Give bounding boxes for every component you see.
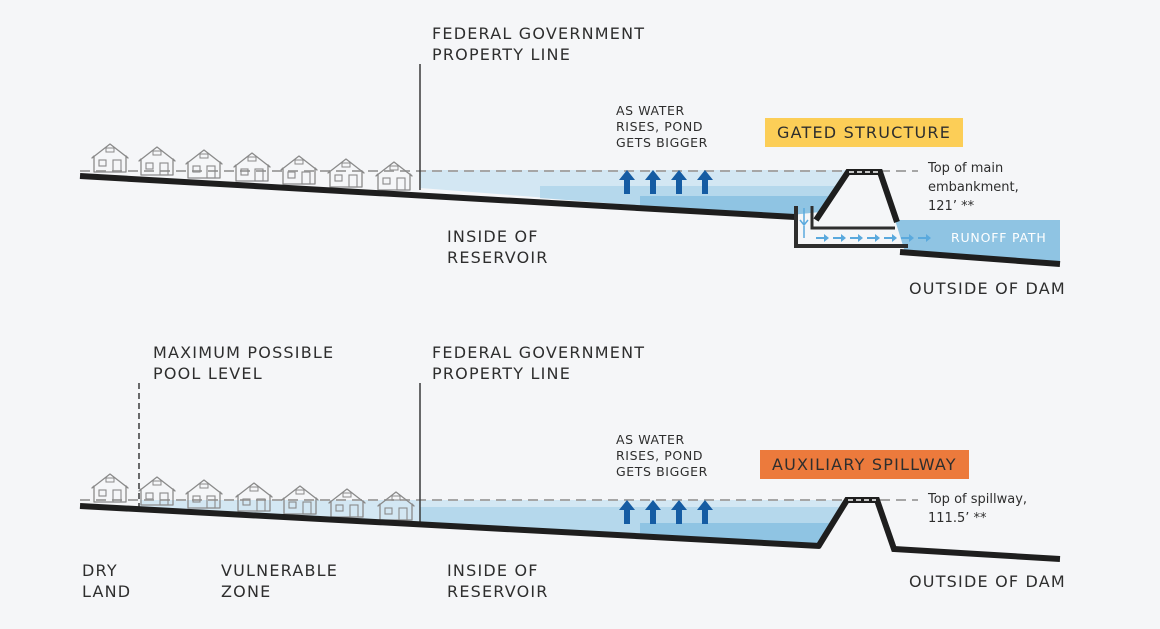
water-note-top: AS WATER RISES, POND GETS BIGGER — [616, 103, 708, 150]
runoff-water — [895, 220, 1060, 262]
ground-line-bottom — [79, 503, 821, 549]
house-icon — [327, 158, 365, 188]
bottom-panel — [79, 383, 1061, 562]
gated-structure-badge: GATED STRUCTURE — [765, 118, 964, 147]
house-icon — [185, 149, 223, 179]
outside-dam-label-top: OUTSIDE OF DAM — [909, 279, 1066, 298]
water-note-bottom: AS WATER RISES, POND GETS BIGGER — [616, 432, 708, 479]
reservoir-water-top-deep — [640, 196, 831, 216]
outlet-pipe-inner — [810, 206, 895, 230]
pipe-flow-arrows — [799, 208, 931, 242]
arrow-right-icon — [867, 234, 880, 242]
auxiliary-spillway-badge: AUXILIARY SPILLWAY — [760, 450, 969, 479]
arrow-right-icon — [850, 234, 863, 242]
inside-reservoir-label-bottom: INSIDE OF RESERVOIR — [447, 561, 549, 601]
top-panel — [79, 64, 1061, 267]
arrow-right-icon — [833, 234, 846, 242]
outside-dam-label-bottom: OUTSIDE OF DAM — [909, 572, 1066, 591]
house-icon — [375, 161, 413, 191]
inside-reservoir-label-top: INSIDE OF RESERVOIR — [447, 227, 549, 267]
arrow-right-icon — [816, 234, 829, 242]
house-icon — [91, 473, 129, 503]
house-icon — [233, 152, 271, 182]
main-embankment — [813, 169, 900, 223]
embankment-note: Top of main embankment, 121’ ** — [928, 161, 1019, 214]
ground-outside-top — [899, 249, 1061, 267]
property-line-label-bottom: FEDERAL GOVERNMENT PROPERTY LINE — [432, 343, 646, 383]
runoff-path-label: RUNOFF PATH — [951, 230, 1047, 245]
arrow-right-icon — [884, 234, 897, 242]
auxiliary-spillway — [815, 497, 1061, 562]
max-pool-label: MAXIMUM POSSIBLE POOL LEVEL — [153, 343, 335, 383]
outlet-pipe-outer — [794, 206, 908, 248]
ground-line-top — [79, 173, 796, 220]
reservoir-water-bottom-deep — [640, 523, 831, 545]
dry-land-label: DRY LAND — [82, 561, 132, 601]
spillway-note: Top of spillway, 111.5’ ** — [928, 492, 1028, 526]
vulnerable-zone-label: VULNERABLE ZONE — [221, 561, 339, 601]
house-icon — [91, 143, 129, 173]
property-line-label-top: FEDERAL GOVERNMENT PROPERTY LINE — [432, 24, 646, 64]
